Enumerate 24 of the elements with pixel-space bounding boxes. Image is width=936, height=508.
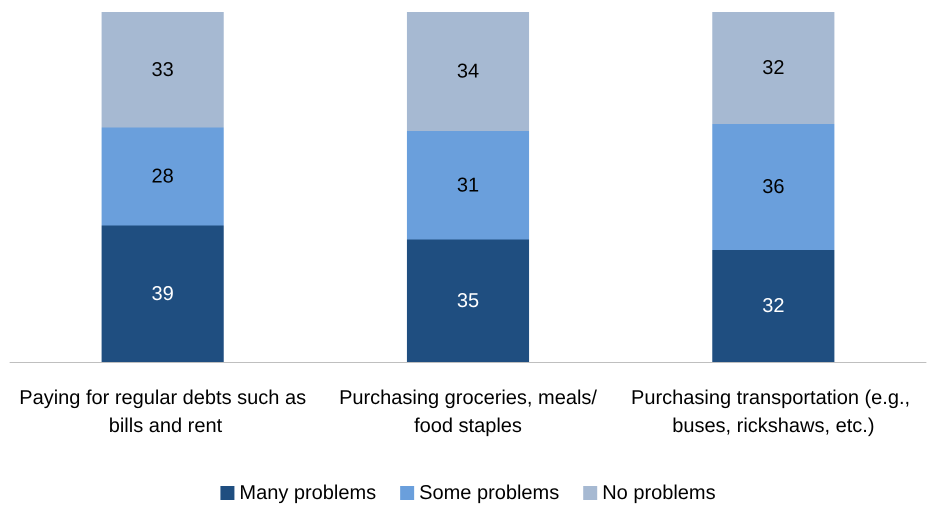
x-tick-label: Purchasing groceries, meals/food staples	[339, 387, 598, 437]
data-label: 32	[762, 57, 784, 79]
data-label: 34	[456, 60, 480, 82]
data-label: 36	[762, 176, 784, 198]
bar	[102, 226, 224, 362]
data-label: 31	[456, 174, 480, 196]
data-label: 39	[152, 282, 174, 305]
x-tick-label: Paying for regular debts such as bills and rent	[19, 387, 306, 437]
data-label: 32	[762, 295, 784, 317]
bar	[712, 250, 834, 362]
bar	[406, 240, 530, 362]
legend-label: Some problems	[419, 482, 560, 504]
data-label: 35	[456, 290, 480, 312]
bar	[102, 128, 224, 226]
bar	[406, 12, 530, 131]
data-label: 28	[152, 166, 174, 188]
bar	[712, 124, 834, 250]
bar	[406, 131, 530, 240]
bar	[102, 12, 224, 128]
legend-label: No problems	[602, 482, 716, 504]
x-tick-label: Purchasing transportation (e.g., buses, rickshaws, etc.)	[631, 387, 916, 437]
legend-label: Many problems	[239, 482, 376, 504]
bar	[712, 12, 834, 124]
data-label: 33	[152, 58, 174, 81]
